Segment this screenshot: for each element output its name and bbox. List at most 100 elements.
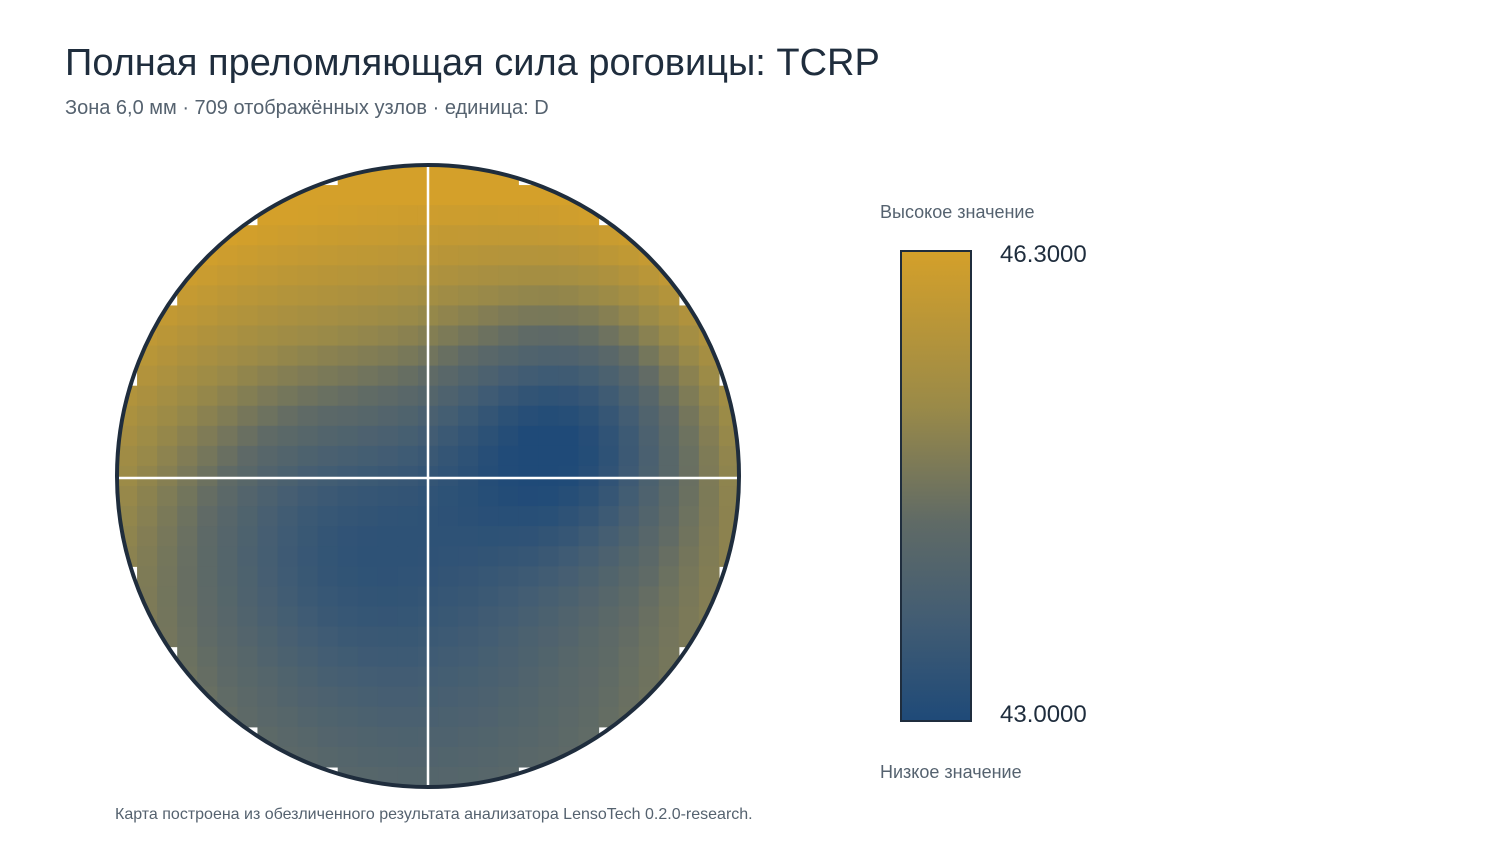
heatmap-cell	[438, 425, 459, 447]
heatmap-cell	[157, 425, 178, 447]
heatmap-cell	[237, 526, 259, 547]
zone-boundary-circle	[115, 163, 741, 789]
heatmap-cell	[498, 686, 519, 708]
heatmap-cell	[698, 486, 720, 507]
heatmap-cell	[498, 365, 519, 387]
heatmap-cell	[277, 546, 299, 567]
heatmap-cell	[237, 506, 259, 527]
heatmap-cell	[458, 666, 479, 688]
heatmap-cell	[578, 506, 600, 527]
heatmap-cell	[458, 726, 479, 748]
heatmap-cell	[277, 606, 299, 628]
heatmap-cell	[478, 726, 499, 748]
heatmap-cell	[698, 546, 720, 567]
heatmap-cell	[237, 465, 259, 487]
heatmap-cell	[698, 425, 720, 447]
heatmap-cell	[257, 365, 279, 387]
heatmap-cell	[397, 666, 419, 688]
heatmap-cell	[638, 606, 660, 628]
heatmap-cell	[377, 626, 399, 648]
heatmap-cell	[197, 385, 218, 407]
heatmap-cell	[678, 365, 700, 387]
heatmap-cell	[518, 506, 539, 527]
heatmap-cell	[518, 626, 539, 648]
heatmap-cell	[137, 566, 158, 587]
heatmap-cell	[598, 265, 620, 286]
heatmap-cell	[397, 486, 419, 507]
heatmap-cell	[357, 526, 379, 547]
heatmap-cell	[598, 506, 620, 527]
heatmap-cell	[277, 385, 299, 407]
heatmap-cell	[598, 225, 620, 246]
heatmap-cell	[157, 325, 178, 347]
heatmap-cell	[257, 626, 279, 648]
heatmap-cell	[317, 686, 339, 708]
heatmap-cell	[257, 666, 279, 688]
heatmap-cell	[538, 245, 560, 266]
heatmap-cell	[458, 225, 479, 246]
heatmap-cell	[237, 546, 259, 567]
heatmap-cell	[678, 566, 700, 587]
heatmap-cell	[297, 305, 319, 327]
heatmap-cell	[157, 566, 178, 587]
heatmap-cell	[518, 606, 539, 628]
heatmap-cell	[498, 486, 519, 507]
heatmap-cell	[618, 566, 640, 587]
heatmap-cell	[217, 546, 238, 567]
heatmap-cell	[357, 506, 379, 527]
heatmap-cell	[357, 746, 379, 768]
heatmap-cell	[237, 265, 259, 286]
heatmap-cell	[237, 245, 259, 266]
heatmap-cell	[638, 506, 660, 527]
heatmap-cell	[518, 285, 539, 307]
heatmap-cell	[618, 325, 640, 347]
heatmap-cell	[257, 305, 279, 327]
heatmap-cell	[718, 526, 739, 547]
heatmap-cell	[438, 606, 459, 628]
heatmap-cell	[518, 385, 539, 407]
heatmap-cell	[357, 225, 379, 246]
heatmap-cell	[357, 486, 379, 507]
heatmap-cell	[658, 385, 680, 407]
heatmap-cell	[357, 405, 379, 427]
heatmap-cell	[478, 425, 499, 447]
heatmap-cell	[277, 325, 299, 347]
heatmap-cell	[558, 566, 580, 587]
heatmap-cell	[337, 325, 359, 347]
heatmap-cell	[277, 465, 299, 487]
heatmap-cell	[257, 506, 279, 527]
heatmap-cell	[337, 546, 359, 567]
heatmap-cell	[598, 425, 620, 447]
heatmap-cell	[458, 706, 479, 728]
heatmap-cell	[638, 405, 660, 427]
heatmap-cell	[357, 205, 379, 226]
heatmap-cell	[257, 646, 279, 668]
heatmap-cell	[498, 526, 519, 547]
heatmap-cell	[498, 385, 519, 407]
heatmap-cell	[698, 566, 720, 587]
heatmap-cell	[438, 526, 459, 547]
heatmap-cell	[357, 425, 379, 447]
heatmap-cell	[197, 465, 218, 487]
heatmap-cell	[518, 185, 539, 206]
heatmap-cell	[478, 766, 499, 787]
heatmap-cell	[618, 405, 640, 427]
heatmap-cell	[177, 586, 198, 608]
heatmap-cell	[438, 405, 459, 427]
heatmap-cell	[458, 185, 479, 206]
heatmap-cell	[257, 345, 279, 367]
heatmap-cell	[377, 646, 399, 668]
heatmap-cell	[518, 365, 539, 387]
heatmap-cell	[317, 566, 339, 587]
heatmap-cell	[438, 465, 459, 487]
heatmap-cell	[498, 245, 519, 266]
heatmap-cell	[357, 666, 379, 688]
heatmap-cell	[498, 646, 519, 668]
heatmap-cell	[377, 405, 399, 427]
heatmap-cell	[317, 726, 339, 748]
heatmap-cell	[658, 646, 680, 668]
heatmap-cell	[478, 746, 499, 768]
heatmap-cell	[377, 365, 399, 387]
heatmap-cell	[217, 285, 238, 307]
